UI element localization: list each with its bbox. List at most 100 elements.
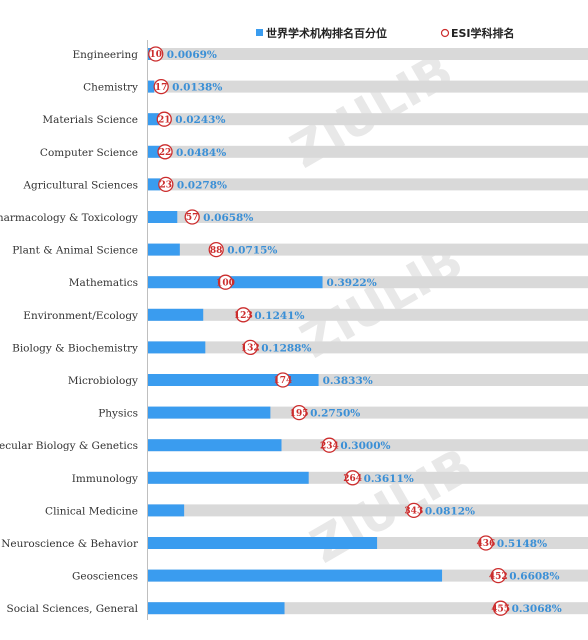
bar-row: Social Sciences, General 0.3068%455: [7, 600, 588, 616]
esi-rank-marker: [184, 209, 200, 225]
category-label: Molecular Biology & Genetics: [0, 440, 138, 452]
bar-track: [148, 211, 588, 223]
esi-rank-marker: [157, 144, 173, 160]
percentile-bar: [148, 471, 309, 484]
percentile-bar: [148, 602, 285, 615]
category-label: Computer Science: [40, 147, 138, 159]
bar-row: Microbiology 0.3833% 174: [68, 372, 588, 388]
bar-track: [148, 341, 588, 354]
percentile-bar: [148, 374, 319, 386]
percentile-label: 0.1241%: [254, 310, 304, 322]
esi-rank-label: 436: [477, 539, 496, 549]
bar-row: Immunology 0.3611%264: [72, 470, 588, 486]
esi-rank-label: 234: [320, 441, 339, 451]
percentile-label: 0.2750%: [310, 408, 360, 420]
watermark-text: ZIULIB: [281, 43, 462, 180]
esi-rank-label: 10: [149, 50, 162, 60]
esi-rank-label: 100: [216, 278, 235, 288]
legend-rank-swatch: [440, 28, 450, 38]
bar-track: [148, 308, 588, 321]
bar-row: Pharmacology & Toxicology 0.0658% 57: [0, 209, 588, 225]
bar-row: Neuroscience & Behavior 0.5148%436: [1, 535, 588, 551]
esi-rank-label: 123: [234, 311, 253, 321]
bar-track: [148, 113, 588, 126]
esi-rank-marker: [291, 404, 307, 421]
percentile-bar: [148, 439, 282, 452]
bar-track: [148, 145, 588, 158]
esi-rank-marker: [275, 372, 291, 388]
category-label: Physics: [98, 408, 138, 420]
percentile-bar: [148, 569, 443, 582]
bar-row: Materials Science 0.0243% 21: [42, 111, 588, 127]
esi-rank-label: 17: [155, 83, 168, 93]
esi-rank-label: 343: [404, 507, 423, 517]
bar-track: [148, 48, 588, 60]
esi-rank-marker: [490, 567, 506, 584]
esi-rank-label: 21: [158, 115, 171, 125]
esi-rank-label: 455: [491, 604, 510, 614]
esi-rank-marker: [217, 274, 234, 290]
category-label: Geosciences: [72, 571, 138, 583]
percentile-bar: [148, 113, 159, 126]
bar-row: Environment/Ecology 0.1241%123: [23, 307, 588, 323]
esi-rank-marker: [235, 307, 251, 323]
category-label: Plant & Animal Science: [12, 245, 138, 257]
percentile-label: 0.6608%: [509, 571, 559, 583]
percentile-bar: [148, 537, 378, 549]
bar-row: Geosciences 0.6608%452: [72, 567, 588, 584]
esi-rank-marker: [321, 437, 338, 453]
bar-row: Biology & Biochemistry 0.1288%132: [12, 339, 588, 356]
percentile-label: 0.0243%: [175, 114, 225, 126]
esi-rank-label: 452: [489, 572, 508, 582]
bar-row: Computer Science 0.0484% 22: [40, 144, 588, 160]
category-label: Clinical Medicine: [45, 505, 138, 517]
esi-rank-marker: [344, 470, 361, 486]
percentile-label: 0.3000%: [340, 440, 390, 452]
esi-rank-label: 195: [290, 409, 309, 419]
percentile-label: 0.3922%: [327, 277, 377, 289]
percentile-bar: [148, 211, 178, 223]
bar-row: Chemistry 0.0138% 17: [83, 78, 588, 95]
bar-row: Mathematics 0.3922% 100: [69, 274, 588, 290]
bar-row: Engineering 0.0069% 10: [72, 46, 588, 62]
percentile-label: 0.1288%: [261, 342, 311, 354]
bar-row: Agricultural Sciences 0.0278% 23: [22, 176, 588, 193]
esi-rank-marker: [492, 600, 509, 616]
percentile-bar: [148, 406, 271, 419]
category-label: Immunology: [72, 473, 138, 485]
bar-track: [148, 80, 588, 93]
esi-rank-marker: [208, 241, 224, 258]
legend-percentile-label: 世界学术机构排名百分位: [266, 26, 387, 40]
bar-row: Physics 0.2750%195: [98, 404, 588, 421]
category-label: Biology & Biochemistry: [12, 342, 138, 354]
percentile-bar: [148, 308, 204, 321]
bar-row: Clinical Medicine 0.0812%343: [45, 502, 588, 519]
percentile-label: 0.0812%: [425, 505, 475, 517]
percentile-label: 0.3068%: [512, 603, 562, 615]
percentile-label: 0.0658%: [203, 212, 253, 224]
esi-rank-label: 132: [241, 344, 260, 354]
percentile-label: 0.0715%: [227, 245, 277, 257]
percentile-label: 0.0278%: [177, 179, 227, 191]
category-label: Agricultural Sciences: [22, 179, 138, 191]
category-label: Materials Science: [42, 114, 138, 126]
bar-track: [148, 178, 588, 191]
legend: 世界学术机构排名百分位 ESI学科排名: [256, 26, 515, 40]
bar-track: [148, 243, 588, 256]
esi-rank-marker: [156, 111, 172, 127]
percentile-bar: [148, 243, 180, 256]
bar-track: [148, 504, 588, 517]
esi-rank-label: 57: [186, 213, 199, 223]
esi-rank-label: 264: [343, 474, 362, 484]
category-label: Mathematics: [69, 277, 138, 289]
esi-rank-marker: [242, 339, 258, 356]
percentile-label: 0.0069%: [167, 49, 217, 61]
esi-rank-marker: [153, 78, 169, 95]
esi-rank-label: 174: [273, 376, 292, 386]
percentile-bar: [148, 178, 161, 191]
percentile-label: 0.3611%: [364, 473, 414, 485]
legend-percentile-swatch: [256, 29, 263, 36]
percentile-label: 0.0484%: [176, 147, 226, 159]
percentile-bar: [148, 276, 323, 289]
percentile-label: 0.3833%: [323, 375, 373, 387]
